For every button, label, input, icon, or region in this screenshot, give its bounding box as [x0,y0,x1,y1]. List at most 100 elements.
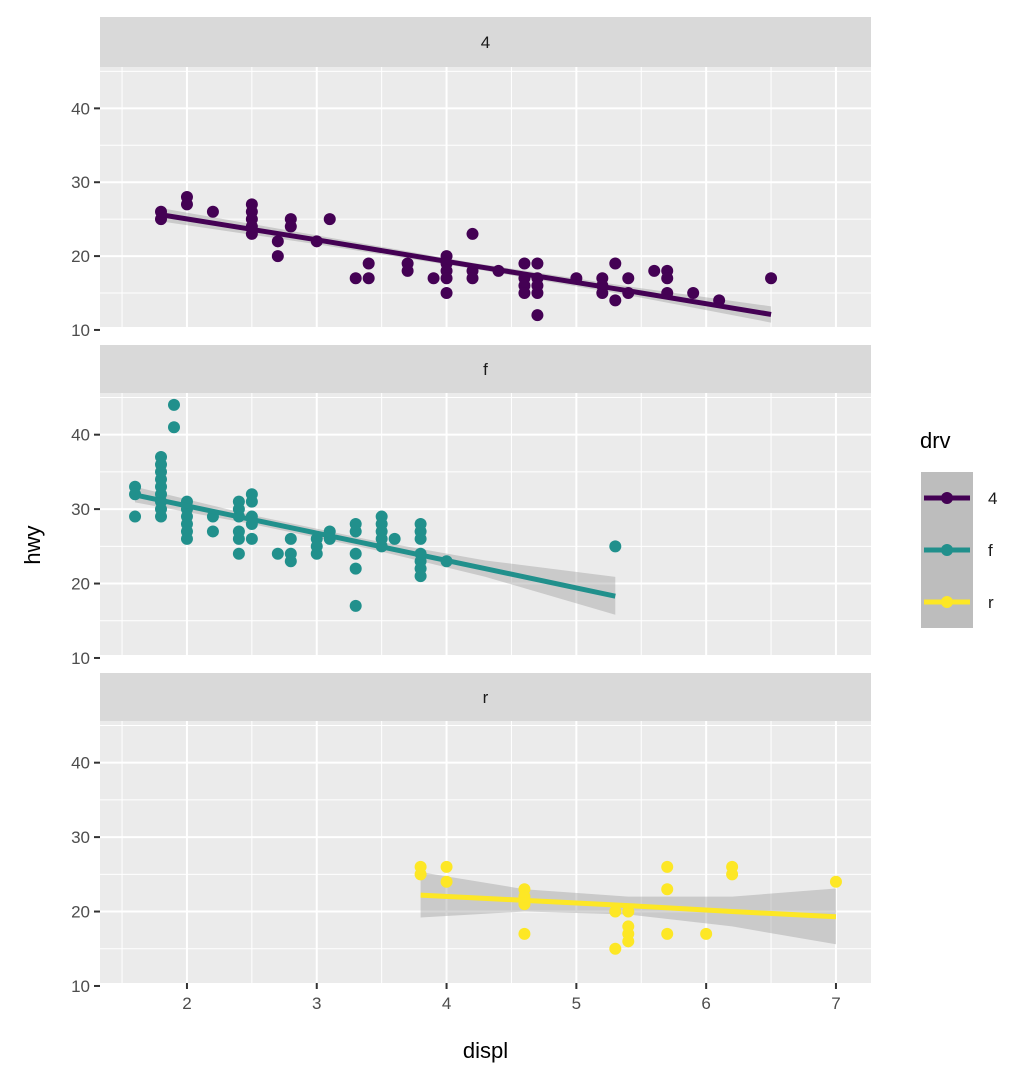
trend-line [134,492,616,599]
data-point [414,570,427,583]
data-point [726,868,739,881]
data-point [129,510,142,523]
data-point [466,227,479,240]
data-point [414,868,427,881]
y-tick-label: 10 [71,649,90,668]
data-point [271,547,284,560]
data-point [206,525,219,538]
legend-key-point [941,596,953,608]
data-point [427,272,440,285]
data-point [440,287,453,300]
data-point [323,213,336,226]
x-tick-label: 3 [312,994,321,1013]
data-point [661,883,674,896]
data-point [180,198,193,211]
y-tick-label: 40 [71,426,90,445]
x-tick-label: 7 [831,994,840,1013]
y-tick-label: 20 [71,575,90,594]
legend-label: f [988,541,993,560]
facet-strip [100,17,871,67]
y-tick-label: 20 [71,903,90,922]
data-point [206,205,219,218]
data-point [596,287,609,300]
data-point [155,451,168,464]
data-point [388,532,401,545]
x-tick-label: 6 [701,994,710,1013]
y-tick-label: 10 [71,977,90,996]
data-point [531,257,544,270]
facet-strip [100,345,871,393]
legend-key-point [941,544,953,556]
data-point [440,860,453,873]
data-point [518,287,531,300]
legend-key-point [941,492,953,504]
facet-strip-label: 4 [481,33,490,52]
panel-background [100,393,871,655]
data-point [310,547,323,560]
y-tick-label: 30 [71,500,90,519]
data-point [349,599,362,612]
panel-background [100,721,871,983]
y-tick-label: 30 [71,173,90,192]
facet-r: r 10 20 30 40 [71,673,871,996]
data-point [648,264,661,277]
data-point [349,562,362,575]
data-point [349,525,362,538]
trend-line [160,212,772,317]
data-point [349,272,362,285]
facet-strip-label: r [483,688,489,707]
data-point [466,272,479,285]
y-axis-label: hwy [20,525,45,564]
legend-label: 4 [988,489,997,508]
legend-title: drv [920,428,951,453]
trend-line [420,892,837,920]
data-point [765,272,778,285]
data-point [401,264,414,277]
y-tick-label: 40 [71,754,90,773]
x-tick-label: 5 [572,994,581,1013]
data-point [271,235,284,248]
data-point [245,532,258,545]
data-point [622,272,635,285]
facet-f: f 10 20 30 40 [71,345,871,668]
y-tick-label: 30 [71,828,90,847]
data-point [362,272,375,285]
data-point [284,532,297,545]
data-point [622,935,635,948]
data-point [414,532,427,545]
data-point [609,257,622,270]
y-tick-label: 40 [71,99,90,118]
x-axis-label: displ [463,1038,508,1063]
data-point [349,547,362,560]
data-point [232,532,245,545]
data-point [609,942,622,955]
data-point [232,547,245,560]
data-point [518,257,531,270]
data-point [609,294,622,307]
y-tick-label: 20 [71,247,90,266]
data-point [362,257,375,270]
data-point [609,540,622,553]
data-point [609,905,622,918]
data-point [531,287,544,300]
y-tick-label: 10 [71,321,90,340]
data-point [180,532,193,545]
facet-4: 4 10 20 30 40 [71,17,871,340]
x-tick-label: 2 [182,994,191,1013]
data-point [829,875,842,888]
data-point [700,927,713,940]
legend-label: r [988,593,994,612]
legend: drv 4 f r [920,428,997,628]
data-point [687,287,700,300]
facet-strip-label: f [483,360,488,379]
x-tick-label: 4 [442,994,451,1013]
data-point [622,905,635,918]
data-point [531,309,544,322]
data-point [661,927,674,940]
data-point [661,860,674,873]
data-point [284,220,297,233]
data-point [167,398,180,411]
facet-strip [100,673,871,721]
data-point [661,272,674,285]
